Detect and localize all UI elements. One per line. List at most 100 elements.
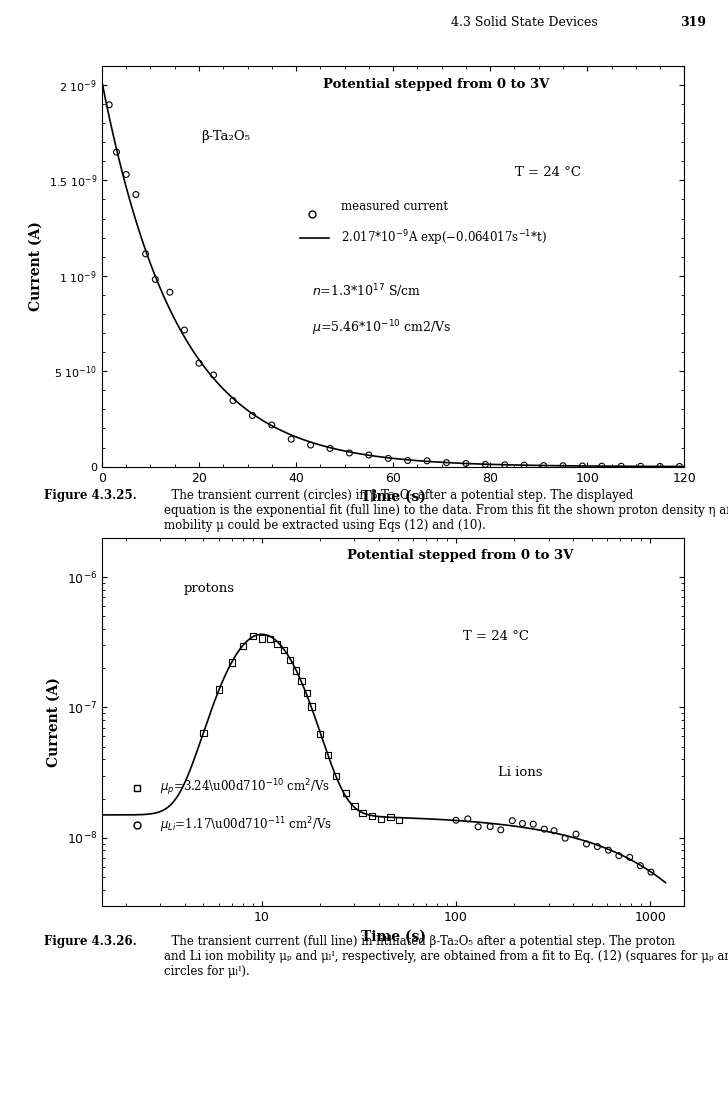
Point xyxy=(577,457,588,474)
Point xyxy=(272,636,283,653)
Text: $\mu_p$=3.24\u00d710$^{-10}$ cm$^2$/Vs: $\mu_p$=3.24\u00d710$^{-10}$ cm$^2$/Vs xyxy=(160,777,331,798)
Point xyxy=(548,822,560,840)
Point xyxy=(375,810,387,828)
Text: $\mu_{Li}$=1.17\u00d710$^{-11}$ cm$^2$/Vs: $\mu_{Li}$=1.17\u00d710$^{-11}$ cm$^2$/V… xyxy=(160,815,332,834)
Point xyxy=(285,430,297,448)
Point xyxy=(237,638,249,656)
Text: The transient current (circles) in β-Ta₂O₅ after a potential step. The displayed: The transient current (circles) in β-Ta₂… xyxy=(164,489,728,531)
Point xyxy=(366,807,378,825)
Point xyxy=(592,838,604,855)
Text: Figure 4.3.25.: Figure 4.3.25. xyxy=(44,489,136,502)
Point xyxy=(278,641,290,659)
Text: Potential stepped from 0 to 3V: Potential stepped from 0 to 3V xyxy=(323,78,550,91)
Point xyxy=(450,811,462,829)
Point xyxy=(539,820,550,838)
Point xyxy=(226,653,237,671)
Point xyxy=(422,452,433,470)
Text: Li ions: Li ions xyxy=(498,766,542,780)
X-axis label: Time (s): Time (s) xyxy=(360,929,426,943)
Point xyxy=(324,439,336,457)
Point xyxy=(527,816,539,833)
Point xyxy=(440,453,452,471)
Text: $n$=1.3*10$^{17}$ S/cm: $n$=1.3*10$^{17}$ S/cm xyxy=(312,282,421,300)
Point xyxy=(624,849,636,866)
Point xyxy=(518,457,530,474)
Point xyxy=(382,449,394,467)
Point xyxy=(402,451,414,469)
Point xyxy=(645,863,657,881)
Point xyxy=(340,784,352,802)
Point xyxy=(507,811,518,829)
Point xyxy=(538,457,550,474)
Point xyxy=(290,662,302,680)
Point xyxy=(149,270,161,288)
Text: T = 24 °C: T = 24 °C xyxy=(515,166,582,179)
Point xyxy=(213,681,225,698)
Text: 319: 319 xyxy=(680,16,706,30)
Text: Figure 4.3.26.: Figure 4.3.26. xyxy=(44,935,136,949)
Point xyxy=(462,810,474,828)
Point xyxy=(472,818,484,836)
Text: 4.3 Solid State Devices: 4.3 Solid State Devices xyxy=(451,16,598,30)
Point xyxy=(330,768,341,785)
Point xyxy=(140,245,151,262)
Y-axis label: Current (A): Current (A) xyxy=(47,677,61,766)
Point xyxy=(393,811,405,829)
Point xyxy=(305,436,317,453)
Point xyxy=(603,841,614,859)
Text: The transient current (full line) in lithiated β-Ta₂O₅ after a potential step. T: The transient current (full line) in lit… xyxy=(164,935,728,978)
Point xyxy=(207,367,219,384)
Point xyxy=(673,458,685,475)
Point xyxy=(596,458,608,475)
Point xyxy=(247,406,258,424)
Point xyxy=(301,684,312,702)
Point xyxy=(266,416,277,434)
Point xyxy=(227,392,239,410)
Text: $\mu$=5.46*10$^{-10}$ cm2/Vs: $\mu$=5.46*10$^{-10}$ cm2/Vs xyxy=(312,318,451,338)
Point xyxy=(357,804,368,821)
Point xyxy=(285,651,296,669)
Point xyxy=(654,458,666,475)
Point xyxy=(164,283,175,301)
Y-axis label: Current (A): Current (A) xyxy=(29,222,43,311)
Point xyxy=(296,672,307,690)
Point xyxy=(499,456,510,473)
Point xyxy=(111,143,122,160)
Point xyxy=(248,627,259,645)
Point xyxy=(314,726,326,743)
Point xyxy=(349,797,360,815)
Text: Potential stepped from 0 to 3V: Potential stepped from 0 to 3V xyxy=(347,549,573,562)
Point xyxy=(613,847,625,864)
Point xyxy=(581,836,593,853)
Point xyxy=(495,821,507,839)
Point xyxy=(570,826,582,843)
Point xyxy=(635,856,646,874)
Text: 2.017*10$^{-9}$A exp($-$0.064017s$^{-1}$*t): 2.017*10$^{-9}$A exp($-$0.064017s$^{-1}$… xyxy=(341,228,547,248)
X-axis label: Time (s): Time (s) xyxy=(360,490,426,504)
Point xyxy=(130,186,142,203)
Point xyxy=(120,166,132,183)
Text: β-Ta₂O₅: β-Ta₂O₅ xyxy=(201,130,250,143)
Point xyxy=(559,829,571,847)
Point xyxy=(306,697,317,715)
Point xyxy=(480,456,491,473)
Point xyxy=(256,629,268,647)
Point xyxy=(635,458,646,475)
Text: measured current: measured current xyxy=(341,200,448,213)
Point xyxy=(264,630,276,648)
Point xyxy=(384,808,396,826)
Point xyxy=(197,725,209,742)
Text: protons: protons xyxy=(183,582,234,595)
Point xyxy=(103,96,115,113)
Point xyxy=(178,322,190,339)
Point xyxy=(557,457,569,474)
Point xyxy=(517,815,529,832)
Point xyxy=(615,458,627,475)
Text: T = 24 °C: T = 24 °C xyxy=(463,630,529,643)
Point xyxy=(363,446,375,463)
Point xyxy=(484,818,496,836)
Point xyxy=(460,455,472,472)
Point xyxy=(193,355,205,372)
Point xyxy=(323,746,334,763)
Point xyxy=(344,445,355,462)
